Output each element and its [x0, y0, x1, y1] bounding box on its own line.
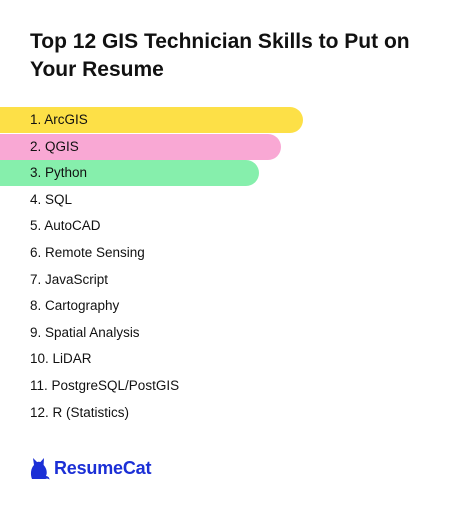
skill-item-python: 3. Python — [0, 160, 474, 187]
skill-item-autocad: 5. AutoCAD — [0, 213, 474, 240]
cat-icon — [30, 458, 50, 480]
skill-label: 10. LiDAR — [30, 351, 92, 367]
skill-label: 7. JavaScript — [30, 271, 109, 287]
skill-item-javascript: 7. JavaScript — [0, 267, 474, 294]
skill-item-arcgis: 1. ArcGIS — [0, 107, 474, 134]
highlight-bar-gold — [0, 107, 303, 133]
brand-logo: ResumeCat — [29, 455, 151, 481]
skill-label: 6. Remote Sensing — [30, 244, 145, 260]
skill-item-sql: 4. SQL — [0, 187, 474, 214]
skill-label: 5. AutoCAD — [30, 218, 101, 234]
skill-item-postgresql: 11. PostgreSQL/PostGIS — [0, 373, 474, 400]
skill-label: 4. SQL — [30, 191, 73, 207]
skill-item-r-statistics: 12. R (Statistics) — [0, 400, 474, 427]
skill-item-lidar: 10. LiDAR — [0, 346, 474, 373]
highlight-bar-pink — [0, 133, 281, 160]
skill-label: 3. Python — [30, 165, 88, 181]
skill-label: 11. PostgreSQL/PostGIS — [30, 377, 180, 393]
skill-label: 2. QGIS — [30, 138, 79, 154]
highlight-bar-green — [0, 160, 259, 187]
skills-list: 1. ArcGIS 2. QGIS 3. Python 4. SQL 5. Au… — [0, 107, 474, 426]
skill-label: 1. ArcGIS — [30, 112, 88, 127]
brand-name: ResumeCat — [54, 457, 152, 478]
page-title: Top 12 GIS Technician Skills to Put on Y… — [30, 30, 410, 81]
skill-label: 12. R (Statistics) — [30, 404, 130, 420]
skill-label: 9. Spatial Analysis — [30, 324, 140, 340]
skill-item-remote-sensing: 6. Remote Sensing — [0, 240, 474, 267]
skill-item-cartography: 8. Cartography — [0, 293, 474, 320]
skill-label: 8. Cartography — [30, 298, 120, 314]
skill-item-qgis: 2. QGIS — [0, 133, 474, 161]
skill-item-spatial-analysis: 9. Spatial Analysis — [0, 320, 474, 347]
